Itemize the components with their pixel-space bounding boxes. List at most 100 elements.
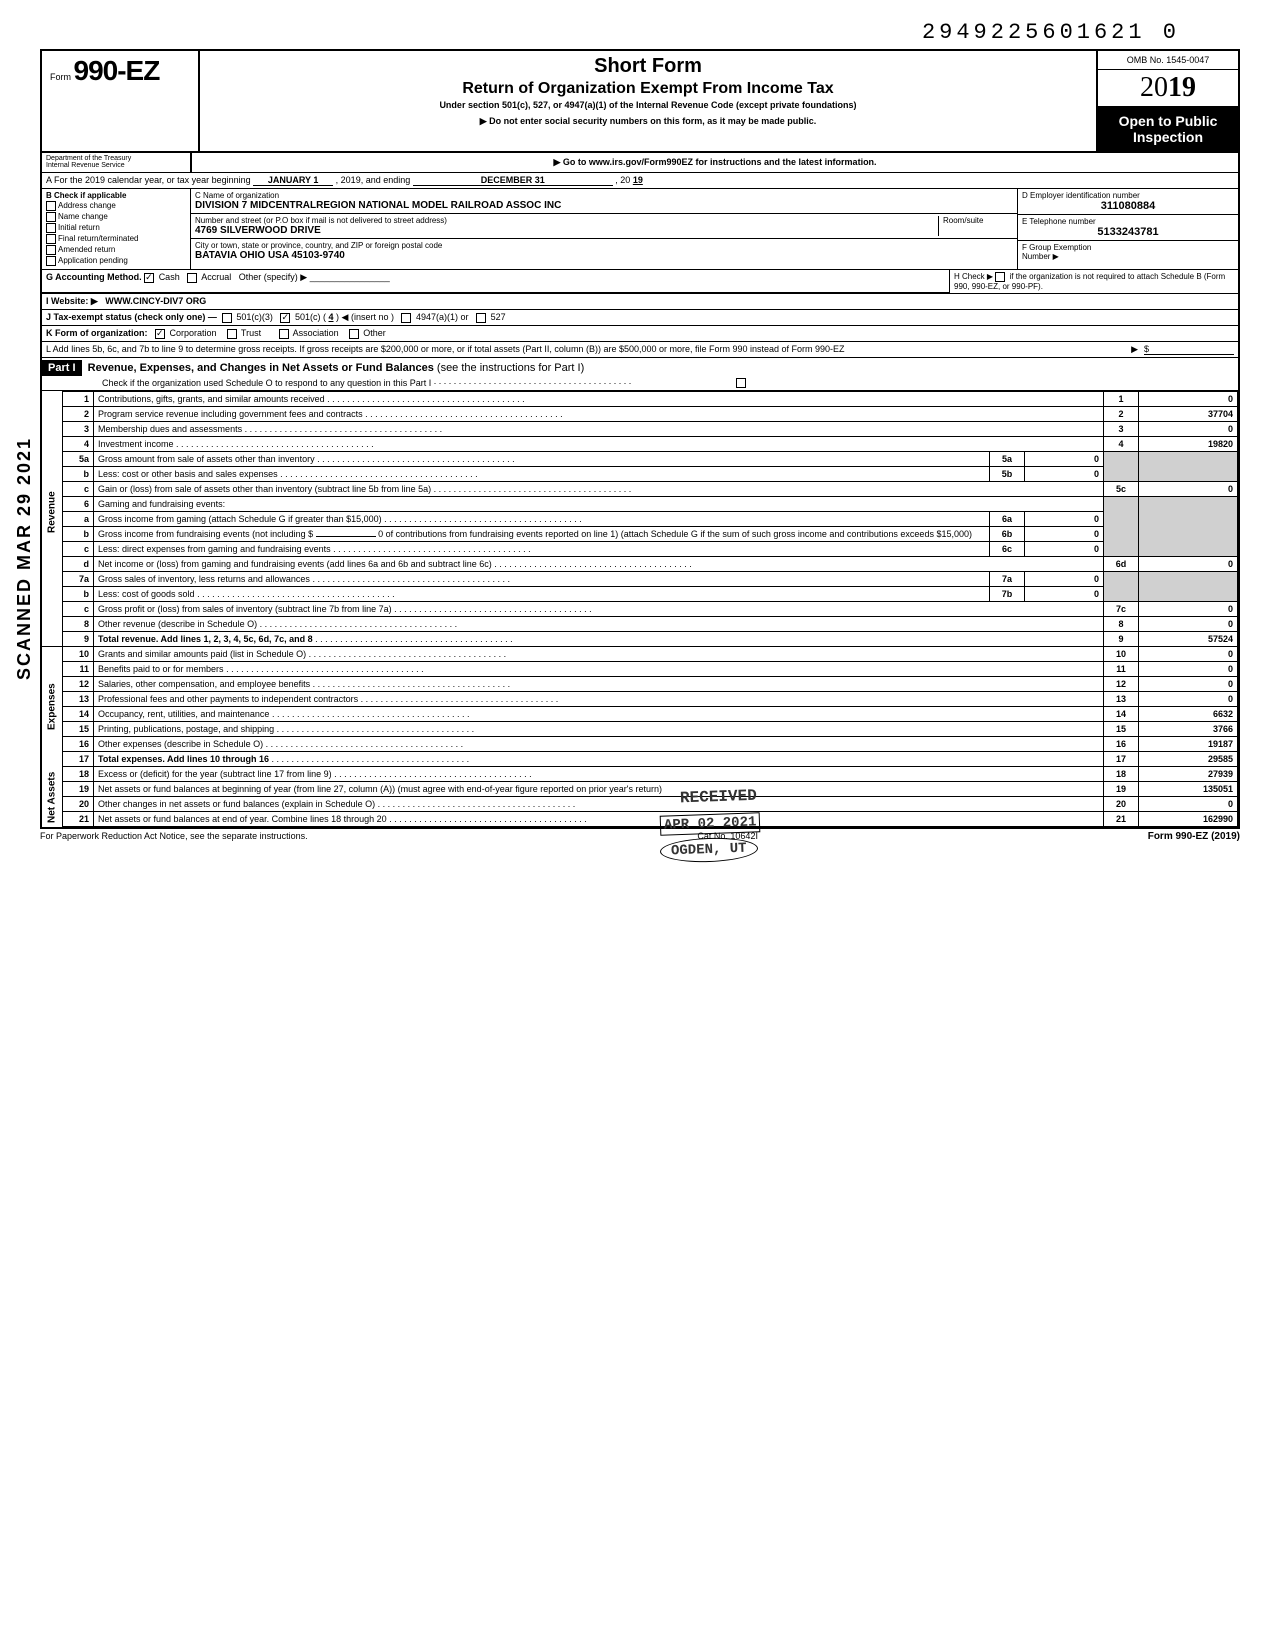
cb-501c3[interactable]	[222, 313, 232, 323]
cb-schedule-o-part1[interactable]	[736, 378, 746, 388]
line16-val: 19187	[1139, 737, 1238, 752]
line5a-num: 5a	[63, 452, 94, 467]
document-locator-number: 2949225601621 0	[40, 20, 1240, 45]
form-header: Form 990-EZ Short Form Return of Organiz…	[42, 51, 1238, 153]
line14-box: 14	[1104, 707, 1139, 722]
cb-corporation[interactable]	[155, 329, 165, 339]
line5a-desc: Gross amount from sale of assets other t…	[98, 454, 315, 464]
other-label: Other (specify) ▶	[239, 272, 307, 282]
line6c-ibox: 6c	[990, 542, 1025, 557]
line17-desc: Total expenses. Add lines 10 through 16	[98, 754, 269, 764]
form-prefix: Form	[50, 72, 71, 82]
scanned-stamp: SCANNED MAR 29 2021	[14, 437, 35, 680]
cb-name-change[interactable]: Name change	[46, 212, 186, 222]
line6d-box: 6d	[1104, 557, 1139, 572]
cb-application-pending[interactable]: Application pending	[46, 256, 186, 266]
org-info-block: B Check if applicable Address change Nam…	[42, 189, 1238, 270]
j-4947: 4947(a)(1) or	[416, 312, 469, 322]
line19-desc: Net assets or fund balances at beginning…	[98, 784, 662, 794]
part1-check-line: Check if the organization used Schedule …	[102, 378, 431, 388]
line19-val: 135051	[1139, 782, 1238, 797]
omb-number: OMB No. 1545-0047	[1098, 51, 1238, 70]
line5a-ibox: 5a	[990, 452, 1025, 467]
line10-val: 0	[1139, 647, 1238, 662]
line4-desc: Investment income	[98, 439, 174, 449]
line12-val: 0	[1139, 677, 1238, 692]
line13-desc: Professional fees and other payments to …	[98, 694, 358, 704]
line6-shade-val	[1139, 497, 1238, 557]
cb-schedule-b[interactable]	[995, 272, 1005, 282]
line14-val: 6632	[1139, 707, 1238, 722]
line5c-desc: Gain or (loss) from sale of assets other…	[98, 484, 431, 494]
year-cell: OMB No. 1545-0047 2019 Open to Public In…	[1096, 51, 1238, 151]
title-line1: Short Form	[204, 55, 1092, 78]
cb-501c[interactable]	[280, 313, 290, 323]
cb-trust[interactable]	[227, 329, 237, 339]
website-value: WWW.CINCY-DIV7 ORG	[105, 296, 206, 306]
line13-box: 13	[1104, 692, 1139, 707]
cb-other-org[interactable]	[349, 329, 359, 339]
cb-final-return[interactable]: Final return/terminated	[46, 234, 186, 244]
line-k: K Form of organization: Corporation Trus…	[42, 326, 1238, 342]
cb-label: Final return/terminated	[58, 234, 138, 243]
line7a-ibox: 7a	[990, 572, 1025, 587]
room-label: Room/suite	[943, 216, 983, 225]
line13-val: 0	[1139, 692, 1238, 707]
k-assoc: Association	[293, 328, 339, 338]
cb-association[interactable]	[279, 329, 289, 339]
k-corp: Corporation	[170, 328, 217, 338]
line18-desc: Excess or (deficit) for the year (subtra…	[98, 769, 332, 779]
line1-num: 1	[63, 392, 94, 407]
line3-box: 3	[1104, 422, 1139, 437]
line8-num: 8	[63, 617, 94, 632]
line10-num: 10	[63, 647, 94, 662]
ein-phone-block: D Employer identification number 3110808…	[1017, 189, 1238, 269]
line15-val: 3766	[1139, 722, 1238, 737]
cb-527[interactable]	[476, 313, 486, 323]
line7b-ibox: 7b	[990, 587, 1025, 602]
line-i: I Website: ▶ WWW.CINCY-DIV7 ORG	[42, 294, 1238, 310]
cb-amended-return[interactable]: Amended return	[46, 245, 186, 255]
line16-desc: Other expenses (describe in Schedule O)	[98, 739, 263, 749]
line7b-num: b	[63, 587, 94, 602]
line10-box: 10	[1104, 647, 1139, 662]
part1-table: Revenue 1 Contributions, gifts, grants, …	[42, 391, 1238, 827]
line6d-desc: Net income or (loss) from gaming and fun…	[98, 559, 492, 569]
cb-address-change[interactable]: Address change	[46, 201, 186, 211]
cb-4947[interactable]	[401, 313, 411, 323]
line3-desc: Membership dues and assessments	[98, 424, 242, 434]
line8-box: 8	[1104, 617, 1139, 632]
line12-desc: Salaries, other compensation, and employ…	[98, 679, 310, 689]
line5b-desc: Less: cost or other basis and sales expe…	[98, 469, 278, 479]
line2-desc: Program service revenue including govern…	[98, 409, 363, 419]
line17-num: 17	[63, 752, 94, 767]
f-label: F Group Exemption	[1022, 243, 1091, 252]
goto-instructions: ▶ Go to www.irs.gov/Form990EZ for instru…	[192, 153, 1238, 172]
part1-label: Part I	[42, 360, 82, 376]
cb-label: Name change	[58, 212, 108, 221]
line-h: H Check ▶ if the organization is not req…	[949, 270, 1238, 293]
cb-cash[interactable]	[144, 273, 154, 283]
line20-desc: Other changes in net assets or fund bala…	[98, 799, 375, 809]
line5b-ival: 0	[1025, 467, 1104, 482]
line7-shade-val	[1139, 572, 1238, 602]
line-j: J Tax-exempt status (check only one) — 5…	[42, 310, 1238, 326]
cb-accrual[interactable]	[187, 273, 197, 283]
line5c-num: c	[63, 482, 94, 497]
g-label: G Accounting Method.	[46, 272, 142, 282]
line5b-ibox: 5b	[990, 467, 1025, 482]
part1-header: Part I Revenue, Expenses, and Changes in…	[42, 358, 1238, 392]
line7a-desc: Gross sales of inventory, less returns a…	[98, 574, 310, 584]
line14-num: 14	[63, 707, 94, 722]
line20-num: 20	[63, 797, 94, 812]
line13-num: 13	[63, 692, 94, 707]
phone-row: E Telephone number 5133243781	[1018, 215, 1238, 241]
line-a-suffix: , 20	[615, 175, 630, 185]
line6-desc: Gaming and fundraising events:	[98, 499, 225, 509]
e-label: E Telephone number	[1022, 217, 1096, 226]
line9-box: 9	[1104, 632, 1139, 647]
line6c-num: c	[63, 542, 94, 557]
title-line3: Under section 501(c), 527, or 4947(a)(1)…	[204, 100, 1092, 110]
line5c-val: 0	[1139, 482, 1238, 497]
cb-initial-return[interactable]: Initial return	[46, 223, 186, 233]
